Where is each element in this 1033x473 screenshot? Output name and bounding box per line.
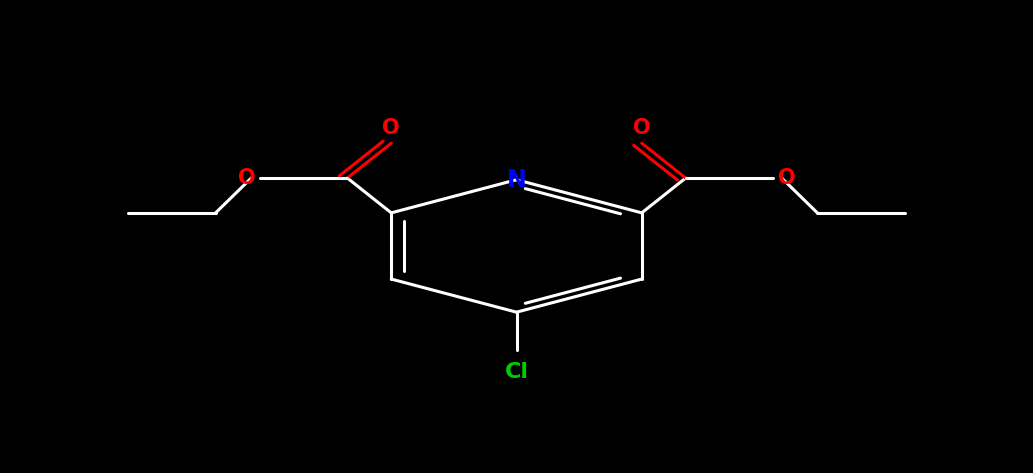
Text: O: O	[633, 118, 651, 139]
Text: O: O	[778, 168, 795, 188]
Text: N: N	[506, 168, 527, 192]
Text: Cl: Cl	[504, 362, 529, 382]
Text: O: O	[382, 118, 400, 139]
Text: O: O	[238, 168, 255, 188]
